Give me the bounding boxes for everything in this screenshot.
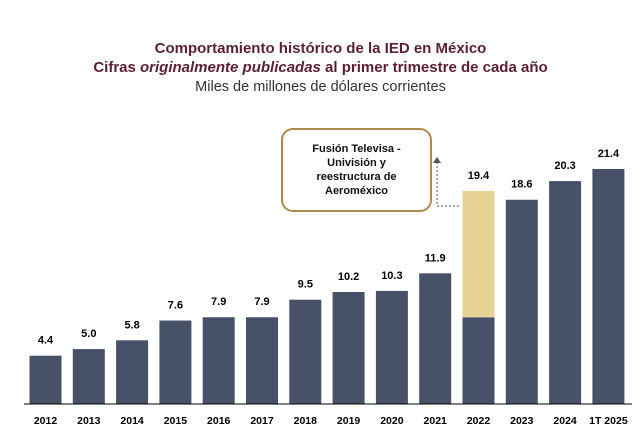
x-tick-label: 2019 [337, 415, 361, 427]
annotation-callout: Fusión Televisa - Univisión y reestructu… [281, 128, 432, 212]
bar [462, 317, 495, 404]
bar [159, 320, 192, 404]
chart-title: Comportamiento histórico de la IED en Mé… [154, 40, 487, 57]
bar [202, 317, 235, 404]
bar [592, 169, 625, 404]
x-tick-label: 2021 [424, 415, 448, 427]
data-label: 4.4 [38, 335, 54, 347]
bar [29, 355, 62, 404]
x-tick-label: 2012 [34, 415, 58, 427]
x-tick-label: 2017 [250, 415, 274, 427]
data-label: 7.9 [254, 296, 269, 308]
data-label: 9.5 [298, 279, 313, 291]
data-label: 7.9 [211, 296, 226, 308]
data-label: 10.3 [381, 270, 402, 282]
bar [505, 199, 538, 404]
bar [289, 299, 322, 404]
x-tick-label: 2023 [510, 415, 534, 427]
data-label: 19.4 [468, 170, 490, 182]
data-label: 7.6 [168, 300, 183, 312]
data-label: 20.3 [554, 160, 575, 172]
x-tick-label: 2014 [120, 415, 144, 427]
data-label: 5.0 [81, 328, 96, 340]
annotation-text: Fusión Televisa - Univisión y reestructu… [312, 143, 401, 197]
annotation-connector [436, 162, 461, 207]
x-tick-label: 2022 [467, 415, 491, 427]
x-tick-label: 1T 2025 [589, 415, 628, 427]
x-tick-label: 2018 [294, 415, 318, 427]
title-line2-pre: Cifras [93, 59, 141, 76]
data-label: 21.4 [598, 148, 620, 160]
data-label: 10.2 [338, 271, 359, 283]
x-tick-label: 2020 [380, 415, 404, 427]
bar [246, 317, 278, 404]
annotation-arrowhead [433, 157, 441, 163]
title-line2-italic: originalmente publicadas [140, 59, 321, 76]
bar [72, 349, 105, 404]
chart-subtitle: Miles de millones de dólares corrientes [195, 79, 446, 95]
x-tick-label: 2024 [553, 415, 577, 427]
bar [549, 181, 582, 404]
bar [116, 340, 149, 404]
data-label: 5.8 [124, 319, 139, 331]
x-tick-label: 2013 [77, 415, 101, 427]
bar [419, 273, 452, 404]
title-line2-post: al primer trimestre de cada año [320, 59, 548, 76]
data-label: 18.6 [511, 179, 532, 191]
bar [375, 290, 408, 404]
chart-title-line2: Cifras originalmente publicadas al prime… [0, 59, 641, 76]
x-tick-label: 2016 [207, 415, 231, 427]
bar [332, 291, 365, 404]
x-tick-label: 2015 [164, 415, 188, 427]
bar-highlight-segment [462, 190, 495, 318]
data-label: 11.9 [425, 252, 446, 264]
